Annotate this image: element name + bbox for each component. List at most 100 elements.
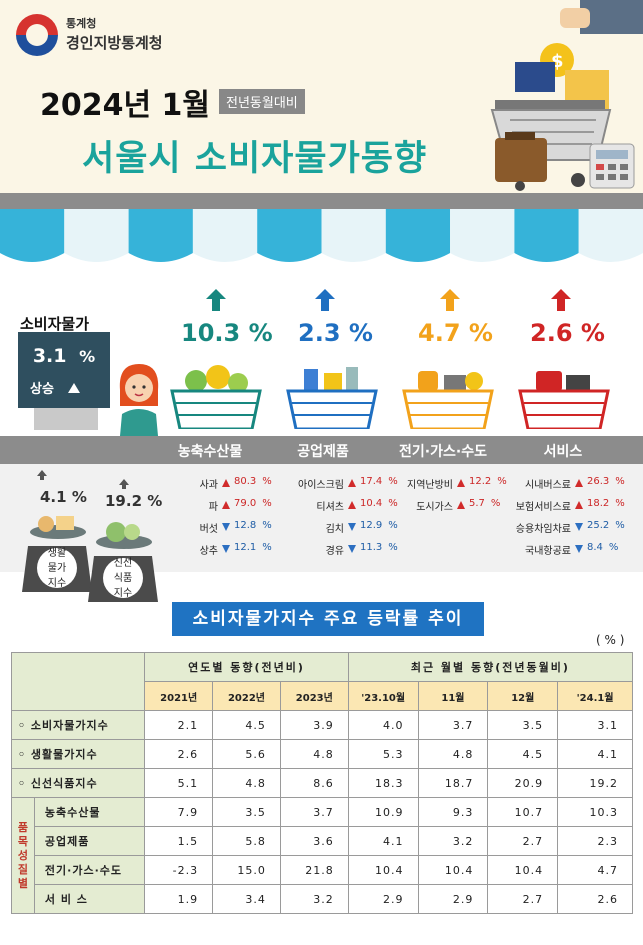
table-cell: 21.8 <box>279 855 349 885</box>
table-cell: 4.7 <box>557 855 633 885</box>
table-cell: 20.9 <box>487 768 559 798</box>
item-value: 12.8% <box>234 520 274 531</box>
table-cell: 2.9 <box>347 884 419 914</box>
cpi-value-number: 3.1 <box>32 345 67 367</box>
table-cell: 4.1 <box>347 826 419 856</box>
table-cell: 2.6 <box>557 884 633 914</box>
awning-bar <box>0 193 643 209</box>
awning-stripe <box>128 209 193 262</box>
utility-up-arrow-icon <box>440 289 460 311</box>
service-name: 서비스 <box>543 444 583 460</box>
table-cell: 2.7 <box>487 826 559 856</box>
column-header: 2021년 <box>144 681 214 711</box>
utility-value-unit: % <box>468 319 493 347</box>
awning-stripe <box>450 209 515 262</box>
up-arrow-icon <box>348 501 356 509</box>
unit-label: ( % ) <box>596 633 625 647</box>
group-yearly-header: 연도별 동향(전년비) <box>144 652 349 682</box>
up-arrow-icon <box>457 501 465 509</box>
table-header-row: 연도별 동향(전년비) 최근 월별 동향(전년동월비) <box>10 652 634 711</box>
column-header: '24.1월 <box>557 681 633 711</box>
cpi-change-label: 상승 <box>30 382 54 397</box>
table-cell: 5.1 <box>144 768 214 798</box>
item-value-unit: % <box>388 476 398 487</box>
cpi-board-stand <box>34 408 98 430</box>
table-cell: 15.0 <box>212 855 281 885</box>
awning-stripe <box>257 209 322 262</box>
item-value-unit: % <box>608 542 619 553</box>
item-name: 국내항공료 <box>525 546 571 557</box>
agri-up-arrow-icon <box>206 289 226 311</box>
table-cell: 18.3 <box>347 768 419 798</box>
cpi-board <box>18 332 110 408</box>
item-value-number: 17.4 <box>360 476 383 487</box>
table-row: ◦ 신선식품지수 5.1 4.8 8.6 18.3 18.7 20.9 19.2 <box>10 768 633 798</box>
table-cell: 10.3 <box>557 797 633 827</box>
up-arrow-icon <box>68 383 81 393</box>
agri-basket-icon <box>170 365 262 429</box>
org-small-label: 통계청 <box>66 17 97 30</box>
shopping-cart-illustration-icon: $ <box>490 0 643 191</box>
item-value-number: 18.2 <box>587 498 610 509</box>
table-cell: 5.6 <box>212 739 281 769</box>
industrial-value: 2.3 % <box>298 319 373 347</box>
column-header: 2023년 <box>279 681 349 711</box>
item-value: 10.4% <box>360 498 400 509</box>
fresh-index-label-line: 식품 <box>113 573 133 584</box>
item-value-number: 10.4 <box>360 498 383 509</box>
item-value-unit: % <box>388 520 398 531</box>
living-index-label-line: 생활 <box>47 548 67 559</box>
table-cell: 1.9 <box>144 884 214 914</box>
table-cell: 3.6 <box>279 826 349 856</box>
awning-stripe <box>64 209 129 262</box>
title-date: 2024년 1월 <box>40 88 211 123</box>
item-value: 26.3% <box>587 476 627 487</box>
row-label: ◦ 생활물가지수 <box>10 739 146 769</box>
table-cell: 5.3 <box>347 739 419 769</box>
item-value-number: 12.9 <box>360 520 383 531</box>
item-value-unit: % <box>262 520 272 531</box>
living-index-label: 생활 물가 지수 <box>37 544 77 589</box>
item-value-number: 5.7 <box>469 498 485 509</box>
item-value-unit: % <box>388 542 398 553</box>
industrial-name: 공업제품 <box>297 444 349 460</box>
item-name: 경유 <box>325 546 344 557</box>
item-value: 11.3% <box>360 542 400 553</box>
awning-stripe <box>0 209 65 262</box>
fresh-index-label: 신선 식품 지수 <box>103 554 143 599</box>
cpi-value-unit: % <box>79 347 96 366</box>
item-value: 12.1% <box>234 542 274 553</box>
table-cell: 3.7 <box>279 797 349 827</box>
scale2-up-arrow-icon <box>119 474 129 489</box>
industrial-basket-icon <box>286 367 378 429</box>
row-label: 전기·가스·수도 <box>33 855 146 885</box>
service-basket-icon <box>518 371 610 429</box>
table-row: 품 목 성 질 별 농축수산물 7.9 3.5 3.7 10.9 9.3 10.7 10.3 <box>11 797 633 914</box>
item-name: 보험서비스료 <box>515 502 571 513</box>
living-index-unit: % <box>71 488 87 506</box>
fresh-index-label-line: 지수 <box>113 588 133 599</box>
main-title: 서울시 소비자물가동향 <box>82 139 428 179</box>
table-cell: 10.4 <box>347 855 419 885</box>
item-value-number: 79.0 <box>234 498 257 509</box>
agri-name: 농축수산물 <box>177 444 243 460</box>
table-cell: 9.3 <box>417 797 489 827</box>
item-value-unit: % <box>497 476 507 487</box>
item-value: 18.2% <box>587 498 627 509</box>
table-cell: 1.5 <box>144 826 214 856</box>
table-row: 전기·가스·수도 -2.3 15.0 21.8 10.4 10.4 10.4 4.7 <box>12 855 633 885</box>
item-name: 승용차임차료 <box>515 524 571 535</box>
service-value-unit: % <box>580 319 605 347</box>
table-cell: 10.4 <box>487 855 559 885</box>
fresh-index-value: 19.2 % <box>105 492 162 510</box>
table-cell: 10.9 <box>347 797 419 827</box>
awning-stripe <box>514 209 579 262</box>
table-cell: 7.9 <box>144 797 214 827</box>
table-cell: 4.8 <box>279 739 349 769</box>
table-cell: 19.2 <box>557 768 633 798</box>
cpi-value: 3.1 % <box>22 345 106 367</box>
table-cell: 3.2 <box>417 826 489 856</box>
table-cell: 10.7 <box>487 797 559 827</box>
item-name: 지역난방비 <box>407 480 453 491</box>
service-value-number: 2.6 <box>530 319 573 347</box>
